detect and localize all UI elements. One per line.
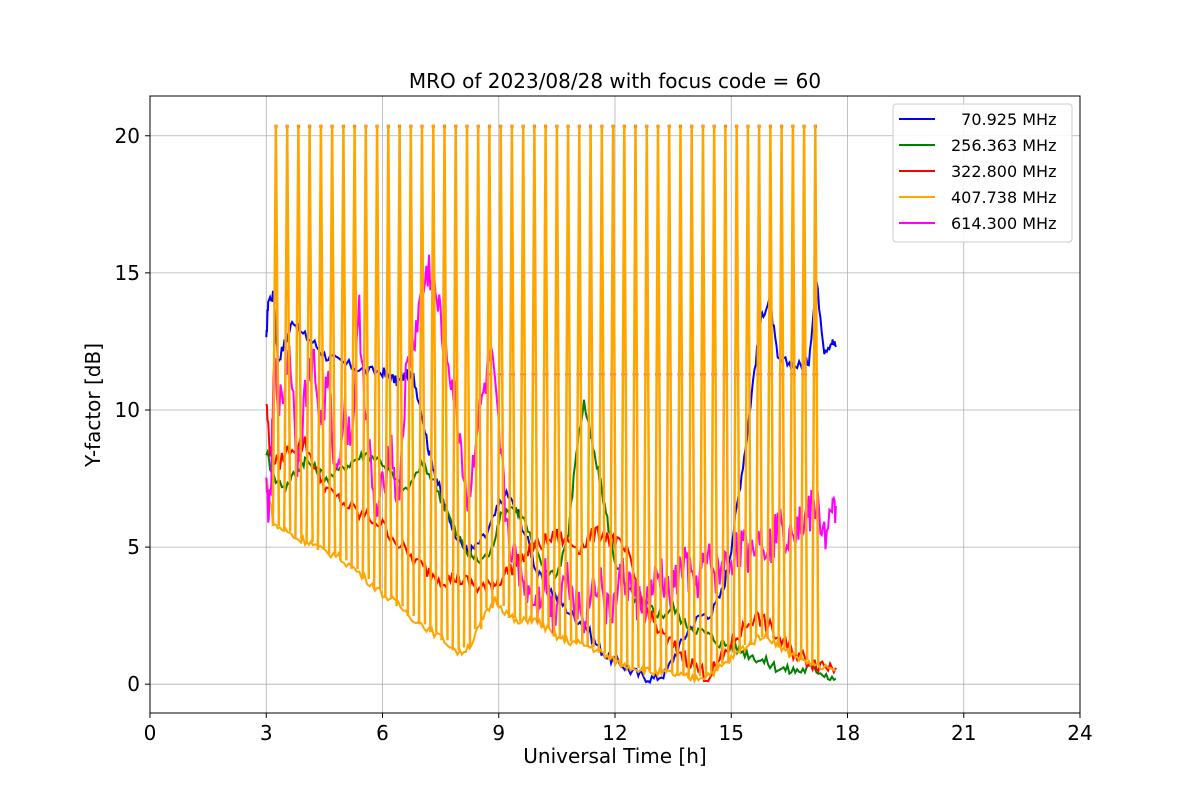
- orange-spike: [429, 124, 438, 633]
- x-tick-label: 3: [260, 721, 273, 745]
- orange-spike: [327, 124, 337, 555]
- y-axis-title: Y-factor [dB]: [81, 343, 105, 468]
- axis-ticks: 0 3 6 9 12 15 18 21 24 0 5 10 15 20: [115, 124, 1093, 745]
- x-tick-label: 21: [951, 721, 976, 745]
- orange-spike: [384, 124, 393, 598]
- x-tick-label: 15: [719, 721, 744, 745]
- orange-spike: [350, 124, 359, 570]
- orange-spike: [563, 124, 573, 642]
- orange-spike: [586, 124, 595, 648]
- x-tick-label: 0: [144, 721, 157, 745]
- legend-label: 614.300 MHz: [951, 214, 1056, 233]
- orange-spike: [294, 124, 303, 540]
- orange-spike: [676, 124, 685, 676]
- orange-spike: [608, 124, 618, 661]
- orange-spike: [777, 124, 786, 648]
- legend-box: [892, 103, 1073, 243]
- legend-label: 70.925 MHz: [951, 110, 1056, 129]
- y-tick-label: 0: [127, 672, 140, 696]
- orange-spike: [799, 124, 809, 661]
- orange-spike: [395, 124, 404, 607]
- orange-spike: [709, 124, 719, 672]
- orange-spike: [339, 124, 348, 561]
- orange-spike: [271, 124, 281, 527]
- y-tick-label: 20: [115, 124, 140, 148]
- y-tick-label: 5: [127, 535, 140, 559]
- orange-spike: [754, 124, 764, 638]
- orange-spike: [440, 124, 449, 641]
- x-tick-label: 24: [1067, 721, 1092, 745]
- orange-spike: [575, 124, 584, 644]
- x-tick-label: 12: [602, 721, 627, 745]
- y-tick-label: 15: [115, 261, 140, 285]
- orange-spike: [597, 124, 607, 653]
- orange-spike: [631, 124, 640, 669]
- orange-spike: [732, 124, 741, 654]
- orange-spike: [451, 124, 460, 651]
- orange-spike: [530, 124, 539, 621]
- orange-spike: [485, 124, 494, 609]
- orange-spike: [361, 124, 371, 580]
- orange-spike: [507, 124, 517, 619]
- legend-label: 407.738 MHz: [951, 188, 1056, 207]
- orange-spike: [766, 124, 775, 639]
- x-tick-label: 6: [376, 721, 389, 745]
- orange-spike: [316, 124, 326, 551]
- orange-spike: [642, 124, 652, 671]
- orange-spike: [552, 124, 562, 637]
- orange-spike: [282, 124, 292, 532]
- y-tick-label: 10: [115, 398, 140, 422]
- orange-spike: [496, 124, 505, 607]
- orange-spike: [788, 124, 798, 655]
- orange-spike: [721, 124, 730, 664]
- x-tick-label: 18: [835, 721, 860, 745]
- orange-spike: [664, 124, 674, 674]
- orange-spike: [541, 124, 550, 628]
- orange-spike: [653, 124, 663, 674]
- legend-label: 256.363 MHz: [951, 136, 1056, 155]
- orange-spike: [518, 124, 528, 622]
- chart-title: MRO of 2023/08/28 with focus code = 60: [409, 69, 821, 93]
- legend: 70.925 MHz 256.363 MHz 322.800 MHz 407.738 …: [892, 103, 1073, 243]
- legend-label: 322.800 MHz: [951, 162, 1056, 181]
- orange-spike: [406, 124, 416, 617]
- x-tick-label: 9: [492, 721, 505, 745]
- series-line-2: [265, 403, 837, 683]
- orange-spike: [698, 124, 708, 677]
- orange-spike: [372, 124, 382, 589]
- x-axis-title: Universal Time [h]: [523, 744, 706, 768]
- series-layer: [265, 124, 837, 684]
- orange-spike: [462, 124, 472, 648]
- orange-spike: [417, 124, 427, 625]
- orange-spike: [620, 124, 629, 666]
- orange-spike: [473, 124, 483, 630]
- orange-spike: [811, 124, 820, 666]
- orange-spike: [687, 124, 696, 679]
- orange-spike: [743, 124, 753, 646]
- orange-spike: [305, 124, 314, 543]
